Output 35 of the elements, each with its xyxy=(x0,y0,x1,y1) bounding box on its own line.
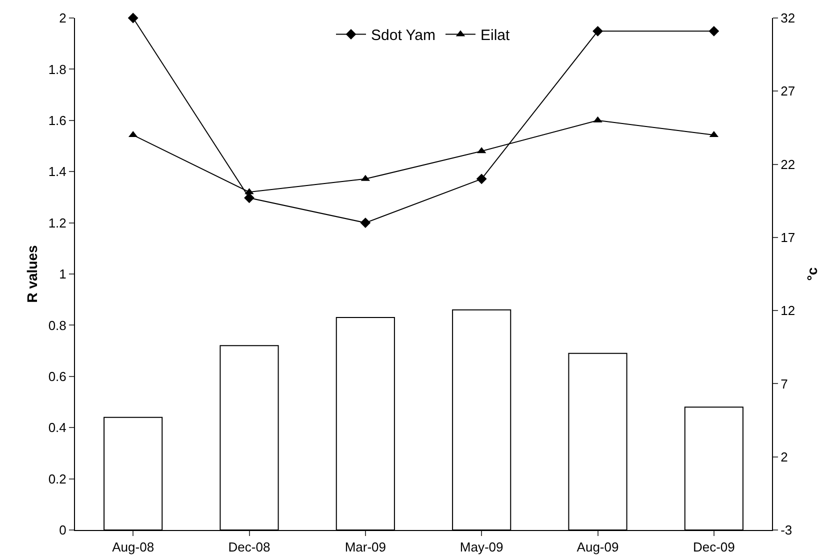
x-tick-label: Dec-08 xyxy=(228,540,270,555)
y2-axis-title: °c xyxy=(804,267,820,281)
y-tick-label: 0.8 xyxy=(48,318,66,333)
y2-tick-label: 32 xyxy=(780,10,796,26)
point xyxy=(476,174,487,184)
point xyxy=(244,192,254,204)
y-tick-label: 1.2 xyxy=(48,215,66,230)
y-tick-label: 1.8 xyxy=(48,62,66,77)
legend-label: Eilat xyxy=(480,27,510,44)
y-axis-title: R values xyxy=(24,244,40,303)
y2-tick-label: -3 xyxy=(780,522,792,538)
y-tick-label: 2 xyxy=(59,10,66,26)
x-tick-label: Mar-09 xyxy=(344,540,386,555)
y2-tick-label: 27 xyxy=(780,84,796,99)
y-tick-label: 0 xyxy=(59,522,66,538)
y2-tick-label: 2 xyxy=(780,449,788,464)
y-tick-label: 1.6 xyxy=(48,112,66,128)
point xyxy=(592,26,603,36)
y2-tick-label: 22 xyxy=(780,156,796,172)
y2-tick-label: 17 xyxy=(780,230,796,245)
y-tick-label: 1.4 xyxy=(48,164,66,180)
x-tick-label: Aug-08 xyxy=(112,540,154,555)
y-tick-label: 0.4 xyxy=(48,420,66,436)
y-tick-label: 0.6 xyxy=(48,368,66,384)
point xyxy=(128,12,138,24)
point xyxy=(360,218,371,228)
point xyxy=(708,26,720,36)
y2-tick-label: 7 xyxy=(780,376,788,392)
y-tick-label: 1 xyxy=(59,266,66,282)
x-tick-label: Dec-09 xyxy=(692,540,735,555)
x-tick-label: Aug-09 xyxy=(576,540,619,555)
legend-label: Sdot Yam xyxy=(371,27,436,44)
x-tick-label: May-09 xyxy=(460,540,504,555)
y-tick-label: 0.2 xyxy=(48,471,66,486)
y2-tick-label: 12 xyxy=(780,303,796,318)
